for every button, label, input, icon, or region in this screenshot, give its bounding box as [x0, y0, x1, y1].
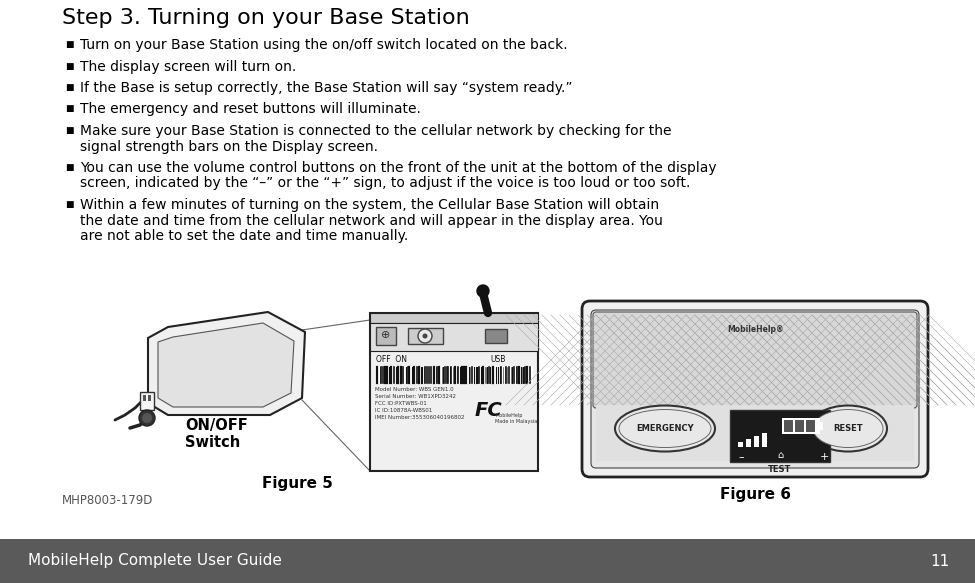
- Bar: [375, 366, 533, 384]
- Text: IC ID:10878A-WBS01: IC ID:10878A-WBS01: [375, 408, 432, 413]
- Text: Turn on your Base Station using the on/off switch located on the back.: Turn on your Base Station using the on/o…: [80, 38, 567, 52]
- Text: FCC ID:PXTWBS-01: FCC ID:PXTWBS-01: [375, 401, 427, 406]
- Bar: [148, 395, 151, 401]
- FancyBboxPatch shape: [593, 312, 917, 408]
- Text: EMERGENCY: EMERGENCY: [636, 424, 694, 433]
- Text: signal strength bars on the Display screen.: signal strength bars on the Display scre…: [80, 139, 378, 153]
- Text: TEST: TEST: [768, 465, 792, 474]
- Circle shape: [422, 333, 427, 339]
- Text: USB: USB: [490, 355, 505, 364]
- Text: IMEI Number:355306040196802: IMEI Number:355306040196802: [375, 415, 464, 420]
- Text: ■: ■: [65, 104, 73, 114]
- Bar: [746, 440, 751, 447]
- Text: ■: ■: [65, 61, 73, 71]
- Bar: [485, 329, 507, 343]
- Bar: [795, 420, 804, 432]
- Bar: [782, 418, 820, 434]
- Bar: [370, 313, 538, 471]
- Bar: [143, 395, 146, 401]
- Text: ON/OFF
Switch: ON/OFF Switch: [185, 418, 248, 451]
- Bar: [762, 433, 767, 447]
- Text: Within a few minutes of turning on the system, the Cellular Base Station will ob: Within a few minutes of turning on the s…: [80, 198, 659, 212]
- Bar: [730, 410, 830, 462]
- Bar: [754, 437, 759, 447]
- FancyBboxPatch shape: [591, 310, 919, 468]
- Bar: [376, 327, 396, 345]
- Bar: [738, 442, 743, 447]
- Text: MHP8003-179D: MHP8003-179D: [62, 494, 153, 507]
- Text: ■: ■: [65, 163, 73, 172]
- Text: Model Number: WBS GEN1.0: Model Number: WBS GEN1.0: [375, 387, 453, 392]
- Bar: [0, 539, 975, 583]
- Text: the date and time from the cellular network and will appear in the display area.: the date and time from the cellular netw…: [80, 213, 663, 227]
- FancyBboxPatch shape: [582, 301, 928, 477]
- Text: OFF  ON: OFF ON: [376, 355, 407, 364]
- Text: The emergency and reset buttons will illuminate.: The emergency and reset buttons will ill…: [80, 103, 421, 117]
- Text: ■: ■: [65, 126, 73, 135]
- Bar: [596, 405, 914, 461]
- Text: screen, indicated by the “–” or the “+” sign, to adjust if the voice is too loud: screen, indicated by the “–” or the “+” …: [80, 177, 690, 191]
- Circle shape: [139, 410, 155, 426]
- Text: ■: ■: [65, 83, 73, 92]
- Text: RESET: RESET: [834, 424, 863, 433]
- Text: –: –: [738, 452, 744, 462]
- Text: +: +: [820, 452, 830, 462]
- Polygon shape: [148, 312, 305, 415]
- Polygon shape: [158, 323, 294, 407]
- Text: Figure 5: Figure 5: [261, 476, 332, 491]
- Bar: [370, 313, 538, 323]
- Bar: [370, 323, 538, 351]
- Bar: [806, 420, 815, 432]
- Text: FC: FC: [475, 401, 503, 420]
- Text: Step 3. Turning on your Base Station: Step 3. Turning on your Base Station: [62, 8, 470, 28]
- Circle shape: [418, 329, 432, 343]
- Text: ⌂: ⌂: [777, 450, 783, 460]
- Circle shape: [477, 285, 489, 297]
- Text: The display screen will turn on.: The display screen will turn on.: [80, 59, 296, 73]
- Ellipse shape: [615, 406, 715, 451]
- Text: 11: 11: [931, 553, 950, 568]
- Text: Make sure your Base Station is connected to the cellular network by checking for: Make sure your Base Station is connected…: [80, 124, 672, 138]
- Text: MobileHelp
Made in Malaysia: MobileHelp Made in Malaysia: [495, 413, 537, 424]
- Text: Serial Number: WB1XPD3242: Serial Number: WB1XPD3242: [375, 394, 456, 399]
- Text: ■: ■: [65, 200, 73, 209]
- Bar: [784, 420, 793, 432]
- Text: Figure 6: Figure 6: [720, 487, 791, 502]
- Ellipse shape: [619, 409, 711, 448]
- Text: are not able to set the date and time manually.: are not able to set the date and time ma…: [80, 229, 409, 243]
- Bar: [820, 422, 823, 430]
- Bar: [140, 392, 154, 410]
- Text: ■: ■: [65, 40, 73, 49]
- Circle shape: [142, 413, 152, 423]
- Text: ⊕: ⊕: [381, 330, 391, 340]
- Text: MobileHelp®: MobileHelp®: [726, 325, 783, 334]
- Text: You can use the volume control buttons on the front of the unit at the bottom of: You can use the volume control buttons o…: [80, 161, 717, 175]
- Text: If the Base is setup correctly, the Base Station will say “system ready.”: If the Base is setup correctly, the Base…: [80, 81, 572, 95]
- Ellipse shape: [809, 406, 887, 451]
- Bar: [408, 328, 443, 344]
- Text: MobileHelp Complete User Guide: MobileHelp Complete User Guide: [28, 553, 282, 568]
- Ellipse shape: [813, 409, 883, 448]
